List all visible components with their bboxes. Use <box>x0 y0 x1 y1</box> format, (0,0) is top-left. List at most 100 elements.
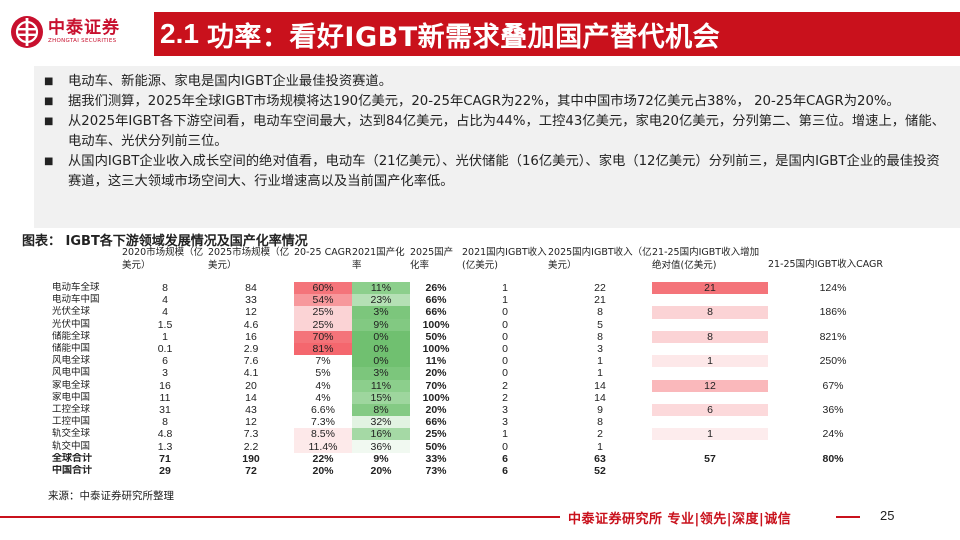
table-cell: 0% <box>352 342 410 356</box>
bullet-text: 从2025年IGBT各下游空间看，电动车空间最大，达到84亿美元，占比为44%，… <box>68 114 945 149</box>
column-header: 2025市场规模（亿美元） <box>208 247 290 271</box>
table-cell: 32% <box>352 416 410 429</box>
table-cell: 7.3% <box>311 416 335 429</box>
table-cell: 1 <box>597 440 603 453</box>
table-cell: 26% <box>425 282 447 295</box>
footer-slogan: 中泰证券研究所 专业|领先|深度|诚信 <box>568 512 792 527</box>
table-cell: 8 <box>652 330 768 343</box>
table-cell: 100% <box>422 391 450 404</box>
table-cell: 8.5% <box>294 428 352 441</box>
bullet-square-icon: ■ <box>44 76 54 87</box>
logo-emblem-icon <box>11 16 43 48</box>
row-label: 电动车中国 <box>52 294 100 306</box>
table-cell: 8 <box>597 330 603 343</box>
table-cell: 186% <box>819 306 847 319</box>
table-cell: 3 <box>597 343 603 356</box>
column-header: 21-25国内IGBT收入CAGR <box>768 258 884 270</box>
table-cell: 43 <box>245 403 257 416</box>
table-cell: 70% <box>294 330 352 343</box>
table-row: 光伏全球 4 12 25% 3% 66% 0 8 8 186% <box>48 306 898 319</box>
table-cell: 50% <box>425 330 447 343</box>
table-cell: 20 <box>245 379 257 392</box>
row-label: 全球合计 <box>52 452 92 464</box>
table-header-row: 2020市场规模（亿美元） 2025市场规模（亿美元） 20-25 CAGR 2021… <box>48 246 898 282</box>
table-cell: 6.6% <box>311 403 335 416</box>
table-cell: 0 <box>502 318 508 331</box>
table-cell: 66% <box>425 306 447 319</box>
table-cell: 54% <box>294 294 352 307</box>
table-cell: 20% <box>425 367 447 380</box>
table-cell: 14 <box>245 391 257 404</box>
table-cell <box>768 367 898 379</box>
bullet-text: 从国内IGBT企业收入成长空间的绝对值看，电动车（21亿美元）、光伏储能（16亿… <box>68 154 940 189</box>
table-cell: 6 <box>502 452 508 465</box>
table-cell: 2 <box>502 391 508 404</box>
table-cell: 124% <box>819 282 847 295</box>
table-cell: 21 <box>652 282 768 295</box>
bullet-item: ■ 据我们测算，2025年全球IGBT市场规模将达190亿美元，20-25年CA… <box>44 92 950 112</box>
table-row: 家电中国 11 14 4% 15% 100% 2 14 <box>48 391 898 404</box>
row-label: 工控全球 <box>52 403 91 415</box>
table-cell: 9% <box>352 318 410 331</box>
column-header <box>48 246 122 282</box>
table-cell: 8% <box>352 403 410 417</box>
table-cell: 16% <box>352 428 410 441</box>
table-cell: 0 <box>502 330 508 343</box>
table-cell: 1.3 <box>157 440 173 453</box>
table-caption: 图表： IGBT各下游领域发展情况及国产化率情况 <box>22 234 308 249</box>
table-cell: 5 <box>597 318 603 331</box>
table-cell: 4.6 <box>243 318 259 331</box>
table-cell: 81% <box>294 342 352 356</box>
column-header: 2025国内IGBT收入（亿美元） <box>548 247 652 271</box>
table-cell: 1 <box>502 294 508 307</box>
table-cell: 72 <box>245 464 257 477</box>
table-cell: 1.5 <box>157 318 173 331</box>
logo-name-cn: 中泰证券 <box>48 18 120 38</box>
bullet-square-icon: ■ <box>44 116 54 127</box>
table-cell: 25% <box>425 428 447 441</box>
table-cell: 0.1 <box>157 343 173 356</box>
bullet-text: 据我们测算，2025年全球IGBT市场规模将达190亿美元，20-25年CAGR… <box>68 94 900 109</box>
section-number: 2.1 <box>160 18 199 49</box>
table-cell: 63 <box>594 452 606 465</box>
table-cell: 11 <box>159 391 171 404</box>
row-label: 风电全球 <box>52 355 91 367</box>
title-bar: 2.1 功率：看好IGBT新需求叠加国产替代机会 <box>154 12 960 56</box>
table-cell: 11% <box>352 282 410 295</box>
table-cell: 4 <box>162 306 168 319</box>
table-cell: 36% <box>352 440 410 453</box>
column-header: 2021国内IGBT收入(亿美元) <box>462 247 547 271</box>
table-cell: 1 <box>652 428 768 441</box>
table-cell: 7.3 <box>243 428 259 441</box>
table-cell: 66% <box>425 294 447 307</box>
table-cell <box>652 416 768 428</box>
table-cell: 67% <box>822 379 844 392</box>
table-cell <box>768 465 898 477</box>
table-cell: 1 <box>597 355 603 368</box>
table-cell: 16 <box>159 379 171 392</box>
table-cell: 821% <box>819 330 847 343</box>
row-label: 储能中国 <box>52 343 91 355</box>
table-cell: 52 <box>594 464 606 477</box>
table-row: 储能全球 1 16 70% 0% 50% 0 8 8 821% <box>48 330 898 343</box>
table-cell: 11% <box>352 379 410 392</box>
table-cell: 1 <box>502 428 508 441</box>
page-number: 25 <box>880 508 895 523</box>
table-cell: 12 <box>245 416 257 429</box>
table-row: 全球合计 71 190 22% 9% 33% 6 63 57 80% <box>48 453 898 465</box>
table-cell <box>652 367 768 379</box>
table-row: 轨交中国 1.3 2.2 11.4% 36% 50% 0 1 <box>48 440 898 453</box>
table-cell: 60% <box>294 282 352 295</box>
company-logo: 中泰证券 ZHONGTAI SECURITIES <box>10 14 150 50</box>
table-cell: 80% <box>822 452 844 465</box>
row-label: 家电全球 <box>52 379 91 391</box>
table-cell: 7.6 <box>243 355 259 368</box>
table-cell: 22 <box>594 282 606 295</box>
table-row: 光伏中国 1.5 4.6 25% 9% 100% 0 5 <box>48 318 898 331</box>
table-cell: 0% <box>352 330 410 343</box>
table-cell <box>768 416 898 428</box>
table-cell <box>652 465 768 477</box>
table-cell <box>768 294 898 306</box>
table-cell: 84 <box>245 282 257 295</box>
table-row: 电动车中国 4 33 54% 23% 66% 1 21 <box>48 294 898 307</box>
